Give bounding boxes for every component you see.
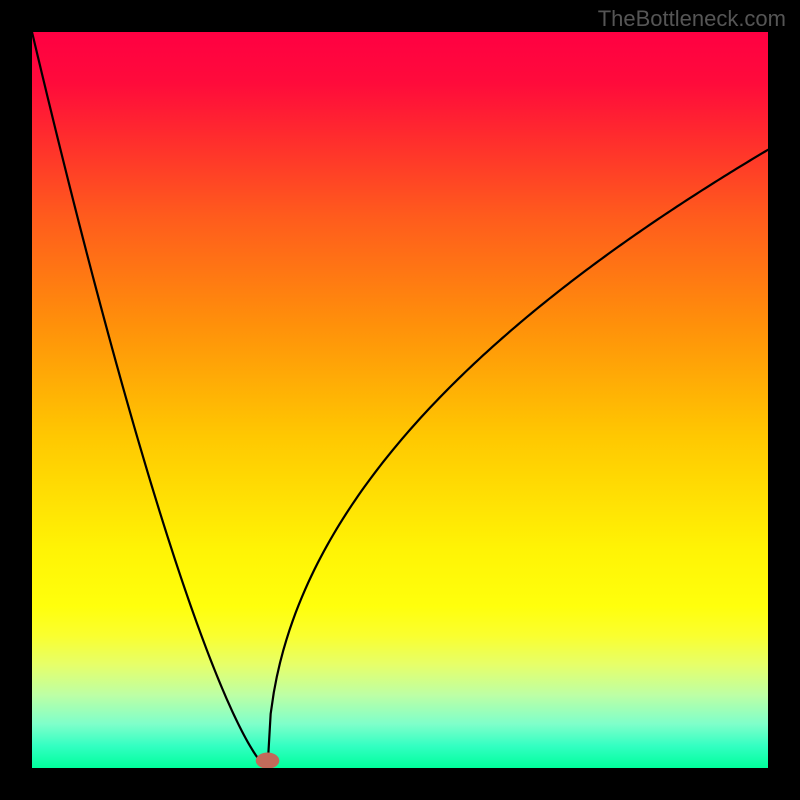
- plot-area: [32, 32, 768, 768]
- chart-container: TheBottleneck.com: [0, 0, 800, 800]
- chart-svg: [32, 32, 768, 768]
- watermark-text: TheBottleneck.com: [598, 6, 786, 32]
